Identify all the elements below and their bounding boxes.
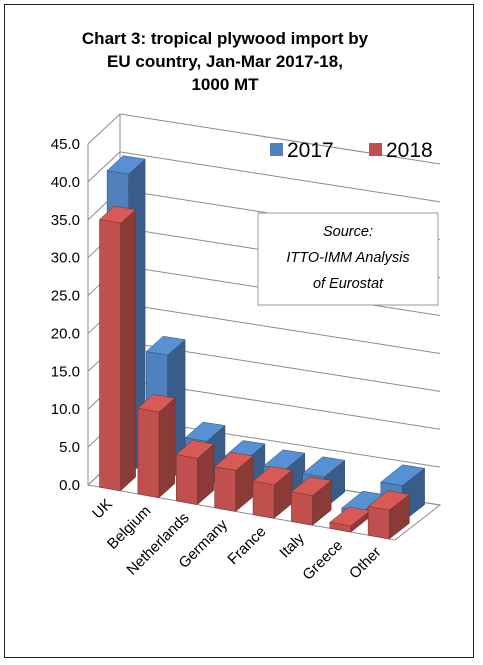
legend: 2017 2018 (270, 139, 433, 162)
gridline (119, 151, 441, 203)
bar-2018-3 (214, 452, 254, 513)
bar-2018-2 (175, 440, 215, 506)
x-tick-label: Other (346, 544, 385, 583)
source-note-line-2: ITTO-IMM Analysis (286, 250, 409, 266)
gridline (119, 302, 441, 354)
chart-frame (4, 4, 474, 658)
chart-title-line-1: Chart 3: tropical plywood import by (82, 29, 369, 48)
bars (98, 155, 426, 540)
legend-label-2018: 2018 (386, 139, 433, 162)
y-tick-label: 10.0 (51, 401, 80, 418)
gridline-side (87, 113, 121, 145)
chart-title-line-2: EU country, Jan-Mar 2017-18, (107, 52, 343, 71)
y-tick-label: 15.0 (51, 363, 80, 380)
legend-swatch-2018 (369, 143, 382, 156)
y-tick-label: 35.0 (51, 212, 80, 229)
y-tick-label: 30.0 (51, 250, 80, 267)
source-note-box (257, 212, 439, 306)
x-tick-label: Greece (299, 537, 346, 584)
y-axis: 0.0 5.0 10.0 15.0 20.0 25.0 30.0 35.0 40.0 45.0 (51, 136, 80, 494)
bar-2018-5 (290, 476, 332, 526)
chart-title: Chart 3: tropical plywood import by EU c… (82, 29, 369, 94)
source-note: Source: ITTO-IMM Analysis of Eurostat (257, 212, 439, 306)
chart-title-line-3: 1000 MT (191, 75, 259, 94)
legend-swatch-2017 (270, 143, 283, 156)
bar-2018-4 (252, 466, 293, 519)
y-tick-label: 40.0 (51, 174, 80, 191)
gridline (119, 113, 441, 165)
source-note-line-3: of Eurostat (313, 276, 384, 292)
legend-label-2017: 2017 (287, 139, 334, 162)
gridline-side (87, 151, 121, 183)
y-tick-label: 25.0 (51, 288, 80, 305)
bar-2018-1 (137, 394, 176, 499)
y-tick-label: 5.0 (59, 439, 80, 456)
y-tick-label: 45.0 (51, 136, 80, 153)
bar-2018-6 (329, 506, 371, 533)
source-note-line-1: Source: (323, 224, 373, 240)
x-tick-label: Italy (276, 530, 308, 562)
bar-2018-7 (367, 490, 411, 540)
y-tick-label: 0.0 (59, 477, 80, 494)
x-tick-label: UK (89, 496, 116, 523)
x-tick-label: France (224, 523, 269, 568)
y-tick-label: 20.0 (51, 325, 80, 342)
bar-2018-0 (98, 205, 137, 492)
